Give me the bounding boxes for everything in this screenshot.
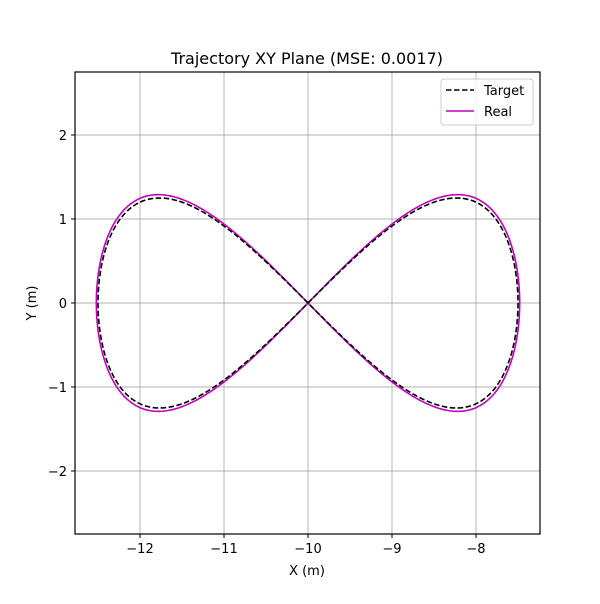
legend-target-label: Target (483, 84, 524, 99)
x-tick-label: −12 (126, 542, 153, 557)
data-curves (95, 193, 521, 413)
y-tick-label: −2 (48, 465, 67, 480)
x-axis-label: X (m) (289, 564, 325, 579)
y-tick-label: 0 (59, 297, 67, 312)
x-tick-label: −9 (382, 542, 401, 557)
y-tick-label: 1 (59, 213, 67, 228)
chart-title: Trajectory XY Plane (MSE: 0.0017) (170, 49, 443, 68)
y-tick-label: 2 (59, 129, 67, 144)
x-tick-label: −11 (210, 542, 237, 557)
y-tick-label: −1 (48, 381, 67, 396)
legend-real-label: Real (484, 105, 512, 120)
x-axis-ticks: −12 −11 −10 −9 −8 (126, 534, 486, 557)
y-axis-ticks: −2 −1 0 1 2 (48, 129, 75, 480)
y-axis-label: Y (m) (25, 286, 40, 322)
target-trajectory-line (97, 197, 519, 409)
x-tick-label: −10 (294, 542, 321, 557)
legend: Target Real (440, 78, 534, 126)
x-tick-label: −8 (466, 542, 485, 557)
